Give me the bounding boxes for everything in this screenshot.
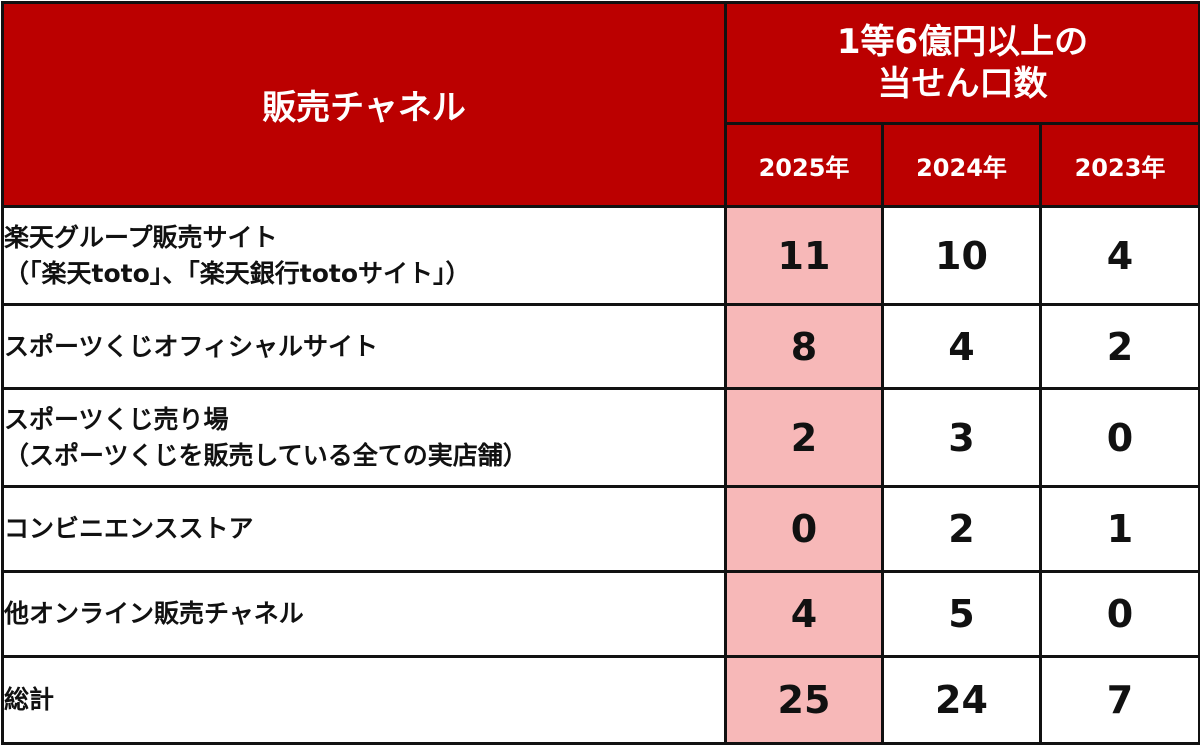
year-header-2025: 2025年 [724,122,884,208]
value-2024: 4 [881,303,1042,390]
row-label-line1: 他オンライン販売チャネル [4,599,304,628]
channel-column-header: 販売チャネル [1,1,727,208]
header-row-years: 2025年 2024年 2023年 [3,122,1200,208]
value-2023: 4 [1038,205,1200,306]
row-label-line2: （「楽天toto」、「楽天銀行totoサイト」） [4,258,471,288]
row-label-total: 総計 [1,655,727,745]
row-label-official-site: スポーツくじオフィシャルサイト [1,303,727,390]
row-label-rakuten: 楽天グループ販売サイト （「楽天toto」、「楽天銀行totoサイト」） [1,205,727,306]
row-label-line1: 総計 [4,685,55,714]
total-2025: 25 [724,655,884,745]
value-2024: 10 [881,205,1042,306]
table-row: 他オンライン販売チャネル 4 5 0 [1,570,1200,658]
row-label-line2: （スポーツくじを販売している全ての実店舗） [4,440,528,470]
row-label-retail-stores: スポーツくじ売り場 （スポーツくじを販売している全ての実店舗） [1,387,727,488]
winning-count-group-header: 1等6億円以上の 当せん口数 [723,1,1200,125]
value-2024: 3 [881,387,1042,488]
value-2024: 5 [881,570,1042,658]
total-2023: 7 [1038,655,1200,745]
value-2023: 0 [1038,387,1200,488]
value-2025: 11 [724,205,884,306]
total-row: 総計 25 24 7 [1,655,1200,745]
table-row: コンビニエンスストア 0 2 1 [1,485,1200,573]
value-2024: 2 [881,485,1042,573]
value-2023: 0 [1038,570,1200,658]
year-header-2024: 2024年 [881,122,1042,208]
row-label-line1: コンビニエンスストア [4,514,254,543]
group-header-line2: 当せん口数 [877,64,1048,104]
value-2025: 4 [724,570,884,658]
value-2025: 2 [724,387,884,488]
total-2024: 24 [881,655,1042,745]
row-label-line1: スポーツくじ売り場 [4,404,229,434]
year-header-2023: 2023年 [1038,122,1200,208]
value-2023: 1 [1038,485,1200,573]
table-row: 楽天グループ販売サイト （「楽天toto」、「楽天銀行totoサイト」） 11 … [1,205,1200,306]
row-label-line1: 楽天グループ販売サイト [4,222,278,252]
row-label-convenience-store: コンビニエンスストア [1,485,727,573]
value-2025: 8 [724,303,884,390]
header-row-group: 販売チャネル 1等6億円以上の 当せん口数 [1,1,1200,208]
value-2025: 0 [724,485,884,573]
row-label-other-online: 他オンライン販売チャネル [1,570,727,658]
table-row: スポーツくじオフィシャルサイト 8 4 2 [1,303,1200,390]
value-2023: 2 [1038,303,1200,390]
row-label-line1: スポーツくじオフィシャルサイト [4,331,379,361]
group-header-line1: 1等6億円以上の [836,22,1089,62]
table-row: スポーツくじ売り場 （スポーツくじを販売している全ての実店舗） 2 3 0 [1,387,1200,488]
